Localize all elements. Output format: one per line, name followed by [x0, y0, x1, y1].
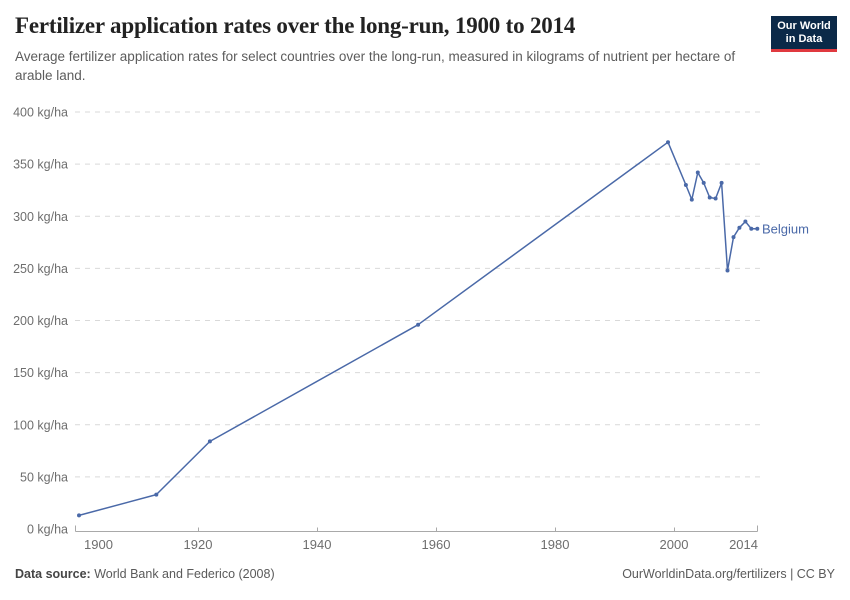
data-point-marker	[689, 197, 694, 202]
data-point-marker	[416, 322, 421, 327]
data-point-marker	[77, 513, 81, 518]
owid-logo-line2: in Data	[785, 32, 823, 45]
x-axis-tick-label: 1920	[184, 537, 213, 552]
chart-footer: Data source: World Bank and Federico (20…	[15, 567, 835, 581]
data-point-marker	[749, 226, 754, 231]
chart-title: Fertilizer application rates over the lo…	[15, 13, 576, 38]
data-point-marker	[719, 180, 724, 185]
data-source-value: World Bank and Federico (2008)	[90, 567, 275, 581]
chart-header: Fertilizer application rates over the lo…	[15, 12, 835, 86]
y-axis-tick-label: 50 kg/ha	[20, 470, 68, 484]
x-axis-tick-label: 1960	[422, 537, 451, 552]
owid-logo-line1: Our World	[777, 20, 831, 32]
data-point-marker	[154, 492, 159, 497]
x-axis-tick-label: 2014	[729, 537, 758, 552]
owid-footer-link[interactable]: OurWorldinData.org/fertilizers | CC BY	[622, 567, 835, 581]
x-axis-tick-label: 2000	[660, 537, 689, 552]
data-source: Data source: World Bank and Federico (20…	[15, 567, 275, 581]
data-point-marker	[713, 196, 718, 201]
owid-logo[interactable]: Our World in Data	[771, 16, 837, 52]
y-axis-tick-label: 200 kg/ha	[13, 314, 68, 328]
x-axis-tick-label: 1940	[303, 537, 332, 552]
x-axis-tick-label: 1900	[84, 537, 113, 552]
data-point-marker	[695, 170, 700, 175]
data-point-marker	[666, 140, 670, 145]
data-point-marker	[707, 195, 712, 200]
chart-subtitle: Average fertilizer application rates for…	[15, 48, 736, 83]
data-point-marker	[737, 225, 742, 230]
x-axis-tick-label: 1980	[541, 537, 570, 552]
y-axis-tick-label: 150 kg/ha	[13, 366, 68, 380]
data-point-marker	[755, 226, 760, 231]
y-axis-tick-label: 300 kg/ha	[13, 210, 68, 224]
y-axis-tick-label: 100 kg/ha	[13, 418, 68, 432]
data-point-marker	[731, 235, 736, 240]
data-point-marker	[701, 180, 706, 185]
series-line	[78, 141, 759, 517]
data-point-marker	[683, 183, 688, 187]
y-axis-tick-label: 250 kg/ha	[13, 262, 68, 276]
data-point-marker	[207, 439, 212, 444]
y-axis-tick-label: 0 kg/ha	[27, 523, 68, 537]
data-point-marker	[725, 268, 730, 273]
data-source-label: Data source:	[15, 567, 91, 581]
series-entity-label: Belgium	[762, 221, 809, 236]
y-axis-tick-label: 350 kg/ha	[13, 158, 68, 172]
y-axis-tick-label: 400 kg/ha	[13, 106, 68, 120]
data-point-marker	[743, 219, 748, 224]
